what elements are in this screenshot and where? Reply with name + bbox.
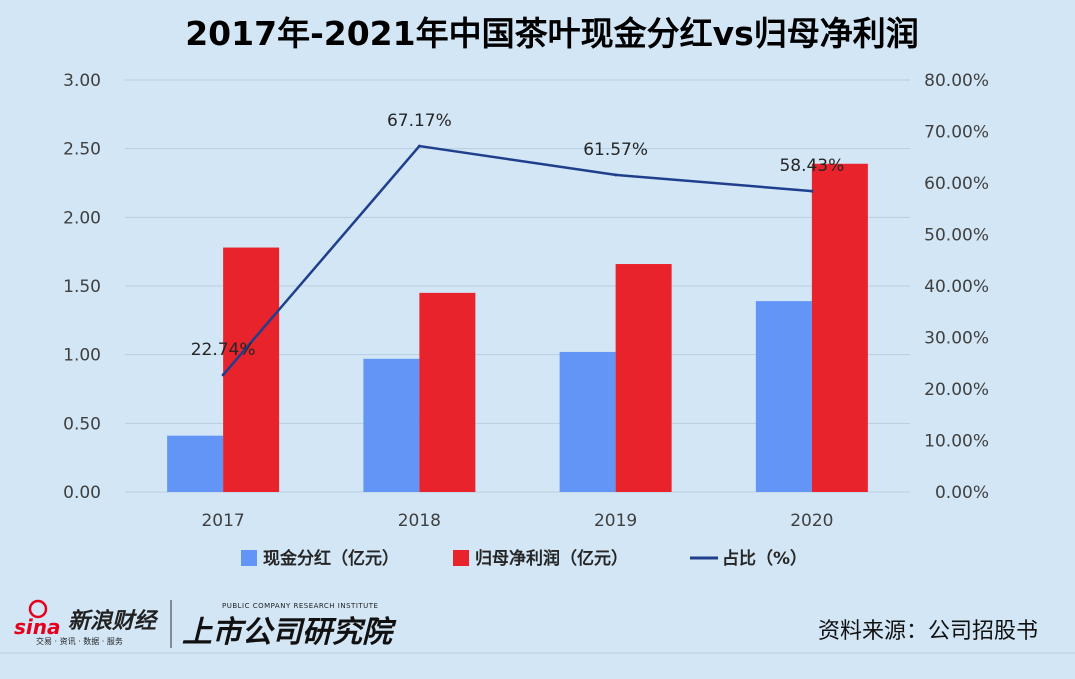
left-tick-label: 1.50 — [63, 277, 101, 297]
institute-logo: PUBLIC COMPANY RESEARCH INSTITUTE 上市公司研究… — [182, 602, 397, 650]
legend-label: 归母净利润（亿元） — [475, 548, 628, 569]
sina-eye-icon — [28, 599, 48, 619]
bar-dividend-2018 — [363, 358, 420, 492]
ratio-data-label: 67.17% — [387, 111, 452, 131]
legend-label: 现金分红（亿元） — [263, 548, 399, 569]
bar-dividend-2017 — [167, 435, 224, 492]
right-tick-label: 0.00% — [935, 483, 989, 503]
right-tick-label: 20.00% — [924, 380, 989, 400]
left-tick-label: 3.00 — [63, 71, 101, 91]
legend-swatch — [453, 550, 469, 566]
ratio-data-label: 22.74% — [191, 340, 256, 360]
legend: 现金分红（亿元） 归母净利润（亿元） 占比（%） — [241, 548, 807, 569]
left-tick-label: 0.00 — [63, 483, 101, 503]
legend-label: 占比（%） — [722, 548, 807, 569]
x-axis-ticks: 2017 2018 2019 2020 — [201, 511, 833, 531]
left-tick-label: 0.50 — [63, 414, 101, 434]
right-tick-label: 10.00% — [924, 432, 989, 452]
right-tick-label: 80.00% — [924, 71, 989, 91]
right-axis-ticks: 0.00% 10.00% 20.00% 30.00% 40.00% 50.00% 60.00… — [924, 71, 989, 503]
ratio-line — [222, 144, 812, 376]
sina-wordmark: sina — [14, 615, 61, 639]
right-tick-label: 50.00% — [924, 226, 989, 246]
x-tick-label: 2019 — [594, 511, 637, 531]
bar-net-profit-2020 — [811, 163, 868, 493]
chart-title: 2017年-2021年中国茶叶现金分红vs归母净利润 — [185, 14, 919, 53]
bar-dividend-2019 — [559, 351, 616, 492]
left-axis-ticks: 0.00 0.50 1.00 1.50 2.00 2.50 3.00 — [63, 71, 101, 503]
right-tick-label: 60.00% — [924, 174, 989, 194]
source-note: 资料来源：公司招股书 — [818, 619, 1038, 644]
x-tick-label: 2017 — [201, 511, 244, 531]
right-tick-label: 70.00% — [924, 123, 989, 143]
right-tick-label: 40.00% — [924, 277, 989, 297]
sina-cn-name: 新浪财经 — [68, 608, 159, 634]
bar-series — [167, 163, 868, 493]
ratio-point — [417, 144, 421, 148]
sina-logo: sina 新浪财经 交易 · 资讯 · 数据 · 服务 — [14, 599, 159, 646]
ratio-point — [614, 173, 618, 177]
ratio-data-label: 58.43% — [779, 156, 844, 176]
left-tick-label: 2.50 — [63, 140, 101, 160]
line-series: 22.74% 67.17% 61.57% 58.43% — [191, 111, 844, 377]
institute-en-name: PUBLIC COMPANY RESEARCH INSTITUTE — [222, 602, 378, 610]
left-tick-label: 2.00 — [63, 208, 101, 228]
bar-dividend-2020 — [755, 301, 812, 492]
x-tick-label: 2020 — [790, 511, 833, 531]
x-tick-label: 2018 — [398, 511, 441, 531]
bar-net-profit-2018 — [419, 292, 476, 492]
institute-cn-name: 上市公司研究院 — [182, 615, 397, 650]
legend-swatch — [241, 550, 257, 566]
left-tick-label: 1.00 — [63, 346, 101, 366]
right-tick-label: 30.00% — [924, 329, 989, 349]
ratio-point — [810, 189, 814, 193]
sina-subtitle: 交易 · 资讯 · 数据 · 服务 — [36, 636, 123, 646]
bar-net-profit-2017 — [223, 247, 280, 492]
ratio-point — [221, 373, 225, 377]
ratio-data-label: 61.57% — [583, 140, 648, 160]
bar-net-profit-2019 — [615, 264, 672, 492]
